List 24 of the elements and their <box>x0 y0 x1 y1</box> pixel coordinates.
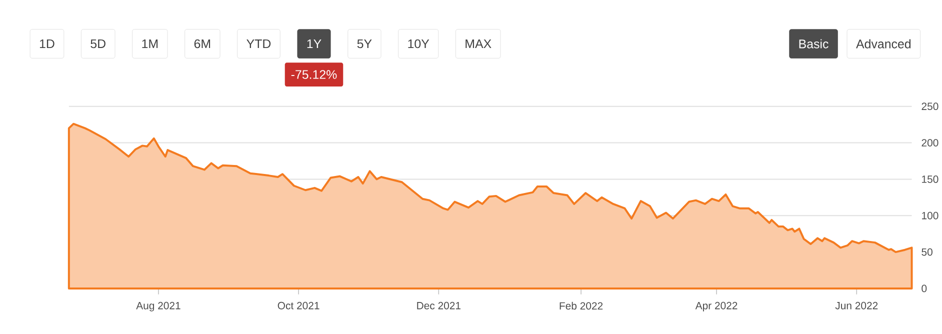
y-tick-label: 250 <box>922 102 938 110</box>
text: YTD <box>246 39 271 48</box>
x-tick-label: Dec 2021 <box>417 302 460 310</box>
text: 1Y <box>307 39 322 48</box>
x-tick-label: Apr 2022 <box>695 302 738 312</box>
text: 1M <box>142 39 158 48</box>
x-tick-label: Aug 2021 <box>136 302 180 312</box>
x-tick-label: Jun 2022 <box>835 302 878 310</box>
text: 5D <box>90 39 106 48</box>
text: -75.12% <box>291 70 337 79</box>
y-tick-label: 50 <box>922 248 932 256</box>
y-tick-label: 0 <box>922 284 927 292</box>
y-tick-label: 100 <box>922 212 938 220</box>
text: Basic <box>799 39 828 48</box>
x-tick-label: Oct 2021 <box>278 302 320 310</box>
text: 6M <box>194 39 210 48</box>
text: 10Y <box>408 39 430 48</box>
y-tick-label: 150 <box>922 175 938 183</box>
text: 5Y <box>357 39 372 48</box>
text: Advanced <box>856 39 911 48</box>
x-tick-label: Feb 2022 <box>560 302 603 310</box>
y-tick-label: 200 <box>922 138 938 146</box>
text: MAX <box>466 39 492 48</box>
text: 1D <box>40 39 54 48</box>
